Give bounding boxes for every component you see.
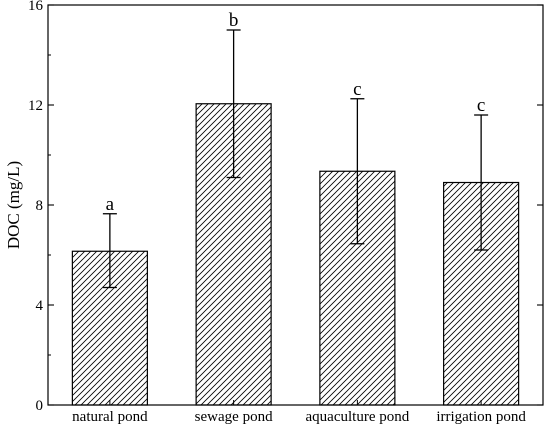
y-tick-label-4: 16 xyxy=(28,0,44,14)
bars-layer xyxy=(71,103,520,406)
x-tick-label-2: aquaculture pond xyxy=(306,409,410,425)
y-tick-label-0: 0 xyxy=(36,398,44,414)
y-tick-label-3: 12 xyxy=(28,98,43,114)
x-tick-label-0: natural pond xyxy=(72,409,148,425)
y-tick-label-2: 8 xyxy=(36,198,44,214)
y-axis: 0 4 8 12 16 xyxy=(28,0,543,414)
x-axis: natural pond sewage pond aquaculture pond i… xyxy=(72,400,526,425)
significance-letter-3: c xyxy=(477,95,485,116)
significance-letters-layer: a b c c xyxy=(106,10,486,215)
x-tick-label-3: irrigation pond xyxy=(436,409,526,425)
error-bars-layer xyxy=(102,29,489,289)
significance-letter-2: c xyxy=(353,79,361,100)
significance-letter-1: b xyxy=(229,10,239,31)
significance-letter-0: a xyxy=(106,194,115,215)
y-axis-label: DOC (mg/L) xyxy=(4,161,23,249)
x-tick-label-1: sewage pond xyxy=(195,409,273,425)
y-tick-label-1: 4 xyxy=(36,298,44,314)
